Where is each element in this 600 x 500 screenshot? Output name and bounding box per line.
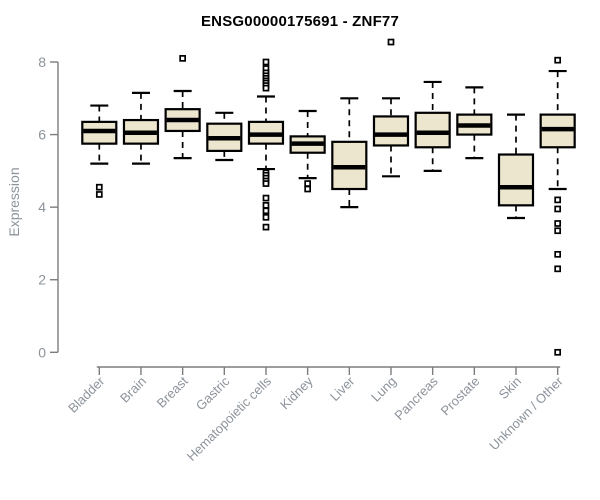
- box-lung: [372, 38, 410, 178]
- outlier-point: [262, 58, 270, 66]
- outlier-point: [262, 207, 270, 215]
- outlier-point: [554, 196, 562, 204]
- x-tick-label-skin: Skin: [496, 374, 524, 402]
- x-tick-label-unknown-other: Unknown / Other: [486, 373, 566, 453]
- y-tick-label: 6: [38, 127, 46, 143]
- iqr-box: [414, 111, 451, 149]
- x-tick-label-kidney: Kidney: [277, 373, 316, 412]
- box-unknown-other: [539, 56, 576, 356]
- box-prostate: [456, 86, 493, 160]
- box-bladder: [81, 104, 118, 198]
- outlier-point: [554, 220, 562, 227]
- x-tick-label-prostate: Prostate: [438, 374, 483, 419]
- outlier-point: [554, 56, 562, 64]
- iqr-box: [497, 153, 535, 207]
- outlier-point: [554, 250, 562, 258]
- x-tick-label-breast: Breast: [154, 373, 191, 410]
- outlier-point: [262, 213, 270, 221]
- x-tick-label-liver: Liver: [327, 373, 358, 404]
- outlier-point: [554, 348, 562, 356]
- outlier-point: [304, 180, 311, 187]
- y-tick-label: 8: [38, 54, 46, 70]
- box-kidney: [289, 109, 326, 193]
- box-brain: [122, 91, 160, 165]
- box-pancreas: [414, 80, 451, 172]
- outlier-point: [179, 55, 186, 62]
- y-tick-label: 0: [38, 344, 46, 360]
- outlier-point: [262, 223, 270, 231]
- outlier-point: [554, 265, 562, 273]
- outlier-point: [95, 183, 103, 191]
- outlier-point: [262, 201, 270, 209]
- outlier-point: [262, 194, 270, 202]
- x-tick-label-gastric: Gastric: [193, 373, 233, 413]
- iqr-box: [372, 115, 410, 147]
- outlier-point: [304, 185, 311, 193]
- box-skin: [497, 113, 535, 220]
- outlier-point: [262, 84, 270, 92]
- outlier-point: [554, 227, 562, 235]
- x-tick-label-lung: Lung: [368, 374, 399, 405]
- box-breast: [164, 55, 201, 160]
- box-gastric: [206, 111, 243, 162]
- outlier-point: [387, 38, 395, 46]
- y-axis-label: Expression: [6, 167, 22, 237]
- outlier-point: [554, 205, 562, 213]
- outlier-point: [262, 180, 270, 187]
- y-tick-label: 2: [38, 272, 46, 288]
- box-liver: [331, 97, 368, 209]
- x-tick-label-pancreas: Pancreas: [391, 373, 441, 423]
- x-tick-label-bladder: Bladder: [65, 373, 108, 416]
- outlier-point: [95, 191, 103, 198]
- box-hematopoietic-cells: [247, 58, 285, 231]
- x-tick-label-brain: Brain: [117, 374, 149, 406]
- chart-title: ENSG00000175691 - ZNF77: [200, 13, 400, 30]
- y-tick-label: 4: [38, 199, 46, 215]
